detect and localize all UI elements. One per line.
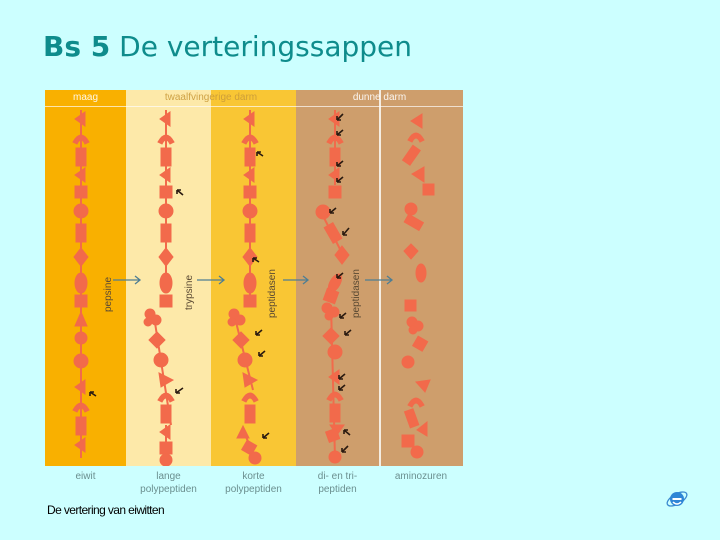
header-twaalfvingerige-darm: twaalfvingerige darm: [126, 90, 296, 107]
cut-markers: [89, 113, 352, 453]
aminozuren-scattered: [401, 113, 435, 459]
label-aminozuren: aminozuren: [394, 471, 448, 482]
chain-di-tripeptiden: [315, 110, 350, 464]
figure-caption: De vertering van eiwitten: [47, 503, 165, 517]
stage-labels: eiwit lange polypeptiden korte polypepti…: [45, 470, 463, 504]
enzyme-peptidasen-1: peptidasen: [267, 269, 278, 318]
stage-arrows: [113, 275, 394, 285]
header-dunne-darm: dunne darm: [296, 90, 463, 107]
title-number: Bs 5: [43, 30, 111, 63]
internet-explorer-icon[interactable]: [665, 487, 689, 511]
protein-digestion-diagram: maag twaalfvingerige darm dunne darm: [45, 90, 463, 466]
label-korte-polypeptiden: korte polypeptiden: [225, 471, 282, 495]
label-di-tripeptiden: di- en tri- peptiden: [317, 471, 358, 495]
chain-lange-polypeptiden: [143, 110, 175, 466]
enzyme-pepsine: pepsine: [103, 276, 114, 312]
chain-korte-polypeptiden: [227, 110, 262, 465]
enzyme-trypsine: trypsine: [184, 274, 195, 310]
molecule-chains: [72, 110, 435, 466]
header-maag: maag: [45, 90, 126, 107]
chain-eiwit: [72, 110, 90, 458]
label-lange-polypeptiden: lange polypeptiden: [140, 471, 197, 495]
slide-title: Bs 5 De verteringssappen: [43, 30, 412, 63]
enzyme-peptidasen-2: peptidasen: [351, 269, 362, 318]
title-text: De verteringssappen: [119, 30, 413, 63]
label-eiwit: eiwit: [75, 471, 96, 482]
